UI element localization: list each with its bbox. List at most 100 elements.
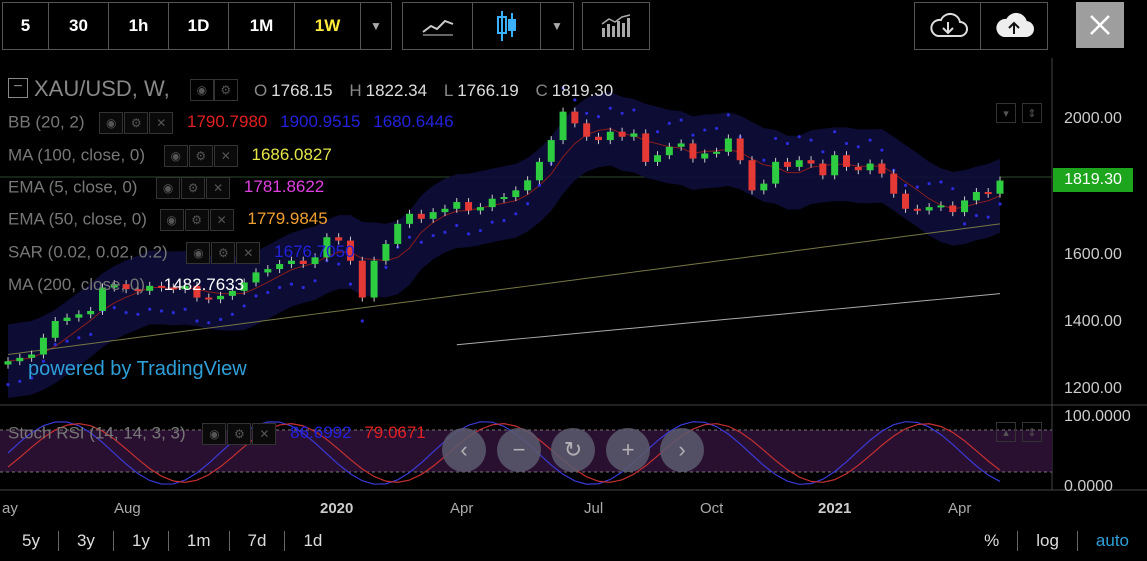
range-1d[interactable]: 1d (303, 531, 323, 550)
gear-icon[interactable]: ⚙ (227, 423, 252, 445)
gear-icon[interactable]: ⚙ (188, 145, 213, 167)
range-5y[interactable]: 5y (0, 531, 59, 551)
sar-dot (30, 376, 34, 380)
gear-icon[interactable]: ⚙ (211, 242, 236, 264)
osc-tick: 0.0000 (1064, 478, 1113, 495)
range-7d[interactable]: 7d (230, 531, 286, 551)
candle-body (512, 190, 520, 198)
line-chart-button[interactable] (403, 3, 473, 49)
load-layout-button[interactable] (915, 3, 981, 49)
eye-icon[interactable]: ◉ (156, 177, 181, 199)
zoom-in-button[interactable]: + (606, 428, 650, 472)
candle-body (760, 183, 768, 191)
eye-icon[interactable]: ◉ (189, 79, 214, 102)
gear-icon[interactable]: ⚙ (124, 112, 149, 134)
sar-dot (785, 141, 790, 146)
candle-body (146, 285, 154, 291)
candle-body (16, 357, 24, 362)
gear-icon[interactable]: ⚙ (181, 177, 206, 199)
candle-body (158, 285, 166, 288)
candle-body (63, 317, 71, 321)
price-tick: 1400.00 (1064, 313, 1122, 330)
interval-dropdown[interactable]: ▼ (361, 3, 391, 49)
chart-type-dropdown[interactable]: ▼ (541, 3, 573, 49)
save-layout-button[interactable] (981, 3, 1047, 49)
remove-icon[interactable]: ✕ (236, 242, 261, 264)
scale-percent[interactable]: % (966, 531, 1019, 551)
candle-body (571, 111, 579, 124)
close-button[interactable] (1076, 2, 1124, 48)
candle-body (866, 163, 874, 171)
interval-1d[interactable]: 1D (169, 3, 229, 49)
sar-dot (537, 183, 542, 187)
interval-5[interactable]: 5 (3, 3, 49, 49)
candle-body (311, 257, 319, 265)
sar-dot (89, 332, 93, 336)
scroll-right-button[interactable]: › (660, 428, 704, 472)
sar-dot (667, 121, 671, 125)
candle-body (98, 287, 106, 311)
sar-dot (620, 111, 624, 115)
eye-icon[interactable]: ◉ (186, 242, 211, 264)
sar-dot (632, 108, 636, 112)
interval-1h[interactable]: 1h (109, 3, 169, 49)
remove-icon[interactable]: ✕ (209, 209, 234, 231)
eye-icon[interactable]: ◉ (159, 209, 184, 231)
indicator-value: 1676.7050 (274, 242, 355, 262)
candle-body (795, 160, 803, 167)
candle-body (465, 202, 473, 211)
range-1y[interactable]: 1y (114, 531, 169, 551)
sar-dot (514, 212, 518, 216)
sar-dot (289, 282, 294, 286)
scale-log[interactable]: log (1018, 531, 1078, 551)
sar-dot (726, 113, 730, 117)
legend-ema5[interactable]: EMA (5, close, 0) ◉ ⚙ ✕ 1781.8622 (8, 177, 324, 199)
indicator-value: 1482.7633 (163, 275, 245, 294)
candle-body (441, 208, 449, 213)
line-chart-icon (421, 19, 453, 36)
candle-body (819, 163, 827, 176)
remove-icon[interactable]: ✕ (252, 423, 277, 445)
candlestick-button[interactable] (473, 3, 541, 49)
gear-icon[interactable]: ⚙ (213, 79, 238, 102)
reset-button[interactable]: ↻ (551, 428, 595, 472)
remove-icon[interactable]: ✕ (213, 145, 238, 167)
candle-body (122, 284, 130, 290)
indicators-button[interactable] (583, 3, 649, 49)
remove-icon[interactable]: ✕ (149, 112, 174, 134)
legend-ema50[interactable]: EMA (50, close, 0) ◉ ⚙ ✕ 1779.9845 (8, 209, 328, 231)
range-3y[interactable]: 3y (59, 531, 114, 551)
interval-30[interactable]: 30 (49, 3, 109, 49)
legend-ma200[interactable]: MA (200, close, 0) 1482.7633 (8, 275, 244, 295)
candle-body (913, 208, 921, 211)
pane-down-icon[interactable]: ▾ (996, 103, 1016, 123)
remove-icon[interactable]: ✕ (206, 177, 231, 199)
legend-bb[interactable]: BB (20, 2) ◉ ⚙ ✕ 1790.7980 1900.9515 1680.… (8, 112, 454, 134)
collapse-icon[interactable]: − (8, 78, 28, 99)
eye-icon[interactable]: ◉ (163, 145, 188, 167)
indicator-name: MA (200, close, 0) (8, 275, 146, 294)
eye-icon[interactable]: ◉ (202, 423, 227, 445)
price-chart[interactable] (0, 58, 1147, 498)
eye-icon[interactable]: ◉ (99, 112, 124, 134)
legend-stoch-rsi[interactable]: Stoch RSI (14, 14, 3, 3) ◉ ⚙ ✕ 86.6992 79.… (8, 423, 426, 445)
legend-sar[interactable]: SAR (0.02, 0.02, 0.2) ◉ ⚙ ✕ 1676.7050 (8, 242, 355, 264)
interval-1m[interactable]: 1M (229, 3, 295, 49)
scroll-left-button[interactable]: ‹ (442, 428, 486, 472)
range-1m[interactable]: 1m (169, 531, 230, 551)
sar-dot (313, 279, 317, 283)
pane-maximize-icon[interactable]: ⇕ (1022, 103, 1042, 123)
indicator-value: 1900.9515 (280, 112, 361, 132)
zoom-out-button[interactable]: − (497, 428, 541, 472)
sar-dot (986, 215, 990, 219)
sar-dot (915, 185, 919, 189)
candle-body (961, 200, 969, 213)
interval-1w[interactable]: 1W (295, 3, 361, 49)
sar-dot (998, 202, 1002, 206)
pane-maximize-icon[interactable]: ⇕ (1022, 422, 1042, 442)
pane-up-icon[interactable]: ▴ (996, 422, 1016, 442)
gear-icon[interactable]: ⚙ (184, 209, 209, 231)
candle-body (654, 155, 662, 162)
legend-ma100[interactable]: MA (100, close, 0) ◉ ⚙ ✕ 1686.0827 (8, 145, 332, 167)
scale-auto[interactable]: auto (1095, 531, 1129, 550)
